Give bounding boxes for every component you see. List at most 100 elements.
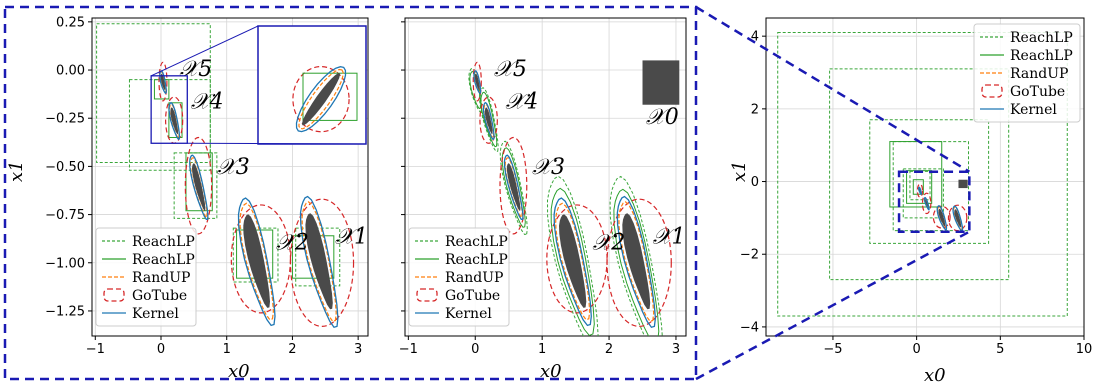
reachlp-solid-box: [889, 141, 943, 208]
x-tick-label: 3: [354, 342, 362, 357]
inset-kernel: [295, 66, 347, 133]
legend-reachlp-solid-label: ReachLP: [445, 252, 508, 268]
x-tick-label: 1: [223, 342, 231, 357]
kernel-boundary: [473, 70, 482, 95]
y-tick-label: −0.50: [45, 160, 85, 175]
reach-set-fill: [192, 163, 206, 211]
legend-gotube-label: GoTube: [445, 288, 500, 304]
kernel-boundary: [503, 154, 524, 221]
randup-boundary: [555, 202, 591, 321]
gotube-ellipse: [606, 198, 672, 327]
inset-connector: [150, 25, 259, 77]
x-tick-label: 2: [288, 342, 296, 357]
randup-boundary: [618, 201, 655, 322]
reachlp-dashed-box: [96, 23, 211, 164]
kernel-boundary: [299, 195, 339, 328]
y-tick-label: 4: [751, 30, 759, 45]
x-tick-label: 10: [1076, 342, 1093, 357]
gotube-ellipse: [921, 192, 932, 215]
y-tick-label: 0: [751, 175, 759, 190]
reachlp-solid-box: [185, 152, 213, 212]
reach-set-fill: [559, 214, 587, 308]
reachlp-polygon: [546, 175, 599, 336]
gotube-ellipse: [472, 61, 482, 102]
legend-reachlp-solid-label: ReachLP: [132, 252, 195, 268]
set-label-x1: 𝒳1: [653, 224, 686, 249]
right-ylabel: x1: [729, 160, 750, 182]
zoom-connector-bottom: [695, 230, 970, 381]
axes-frame-2: [765, 17, 1085, 337]
kernel-boundary: [168, 101, 181, 140]
gotube-ellipse: [184, 136, 213, 235]
set-label-x5: 𝒳5: [179, 57, 212, 82]
randup-boundary: [301, 201, 337, 322]
reach-set-fill: [506, 163, 521, 211]
gotube-ellipse: [499, 136, 528, 235]
legend-left: ReachLP ReachLP RandUP GoTube Kernel: [95, 227, 197, 327]
inset-reachlp-box: [302, 72, 358, 121]
set-label-x3: 𝒳3: [532, 155, 565, 180]
left-ylabel: x1: [6, 160, 27, 182]
x-tick-label: −1: [86, 342, 105, 357]
x-tick-label: −5: [823, 342, 842, 357]
legend-reachlp-solid-label: ReachLP: [1010, 48, 1073, 64]
reachlp-polygon: [480, 91, 498, 148]
legend-gotube-swatch: [416, 288, 438, 302]
kernel-boundary: [553, 197, 592, 327]
y-tick-label: −2: [740, 248, 759, 263]
randup-boundary: [239, 202, 275, 321]
zoom-box-right: [897, 170, 971, 233]
inset-gotube-ellipse: [292, 65, 350, 133]
x-tick-label: 0: [912, 342, 920, 357]
reach-set-fill: [925, 199, 929, 209]
y-tick-label: −1.25: [45, 304, 85, 319]
y-tick-label: −4: [740, 320, 759, 335]
gotube-ellipse: [932, 205, 951, 229]
reachlp-polygon: [479, 87, 499, 153]
kernel-boundary: [952, 205, 964, 232]
kernel-boundary: [237, 197, 276, 327]
x-tick-label: 5: [996, 342, 1004, 357]
legend-reachlp-dashed-label: ReachLP: [1010, 30, 1073, 46]
inset-randup: [298, 68, 344, 130]
legend-gotube-swatch: [981, 84, 1003, 98]
set-label-x0: 𝒳0: [646, 105, 679, 130]
zoom-connector-top: [695, 5, 970, 173]
inset-indicator-box: [150, 75, 188, 144]
initial-set: [958, 179, 968, 189]
legend-middle: ReachLP ReachLP RandUP GoTube Kernel: [408, 227, 510, 327]
y-tick-label: −1.00: [45, 256, 85, 271]
reachlp-dashed-box: [869, 119, 990, 244]
reach-set-fill: [938, 208, 946, 227]
legend-randup-label: RandUP: [1010, 66, 1068, 82]
inset-connector: [187, 142, 367, 145]
legend-reachlp-dashed-label: ReachLP: [132, 234, 195, 250]
axes-frame-0: [91, 17, 369, 337]
axes-frame-1: [404, 17, 687, 337]
legend-kernel-label: Kernel: [132, 306, 179, 322]
kernel-boundary: [923, 196, 930, 211]
y-tick-label: −0.75: [45, 208, 85, 223]
reachlp-dashed-box: [128, 79, 211, 171]
legend-randup-label: RandUP: [132, 270, 190, 286]
legend-randup-label: RandUP: [445, 270, 503, 286]
set-label-x2: 𝒳2: [276, 230, 309, 255]
left-panel: −1 0 1 2 3 0.25 0.00 −0.25 −0.50 −0.75 −1.00 −1.25 𝒳…: [45, 15, 369, 357]
legend-kernel-label: Kernel: [445, 306, 492, 322]
x-tick-label: 0: [471, 342, 479, 357]
reachlp-dashed-box: [902, 168, 944, 219]
kernel-boundary: [189, 154, 209, 221]
zoom-overlay: [3, 5, 971, 381]
x-tick-label: −1: [399, 342, 418, 357]
gotube-ellipse: [158, 61, 168, 102]
reachlp-dashed-box: [777, 32, 1068, 317]
set-label-x1: 𝒳1: [335, 224, 368, 249]
reach-set-fill: [170, 107, 179, 135]
set-label-x3: 𝒳3: [217, 155, 250, 180]
y-tick-label: 0.00: [56, 64, 85, 79]
reach-set-fill: [954, 209, 962, 228]
reachlp-solid-box: [168, 102, 183, 138]
y-tick-label: −0.25: [45, 112, 85, 127]
middle-xlabel: x0: [540, 361, 562, 382]
